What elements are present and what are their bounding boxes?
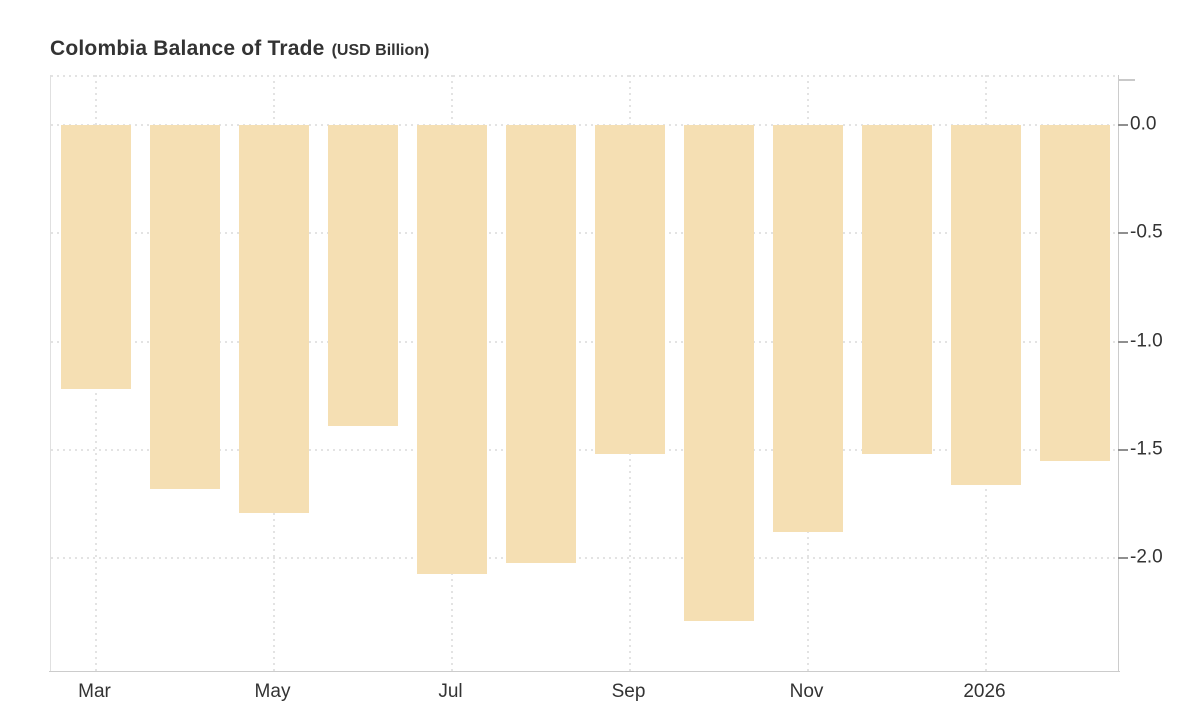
bar-oct — [684, 125, 754, 621]
x-tick-label: Sep — [611, 681, 646, 702]
chart-header: Colombia Balance of Trade (USD Billion) — [50, 37, 429, 61]
bar-feb — [1040, 125, 1110, 461]
y-tick-label: -0.5 — [1130, 221, 1163, 243]
x-tick-label: Jul — [438, 681, 463, 702]
bar-aug — [506, 125, 576, 563]
bar-sep — [595, 125, 665, 454]
chart-title: Colombia Balance of Trade — [50, 37, 325, 60]
y-grid-line — [51, 557, 1119, 560]
bar-jan — [951, 125, 1021, 485]
y-tick-mark — [1118, 123, 1128, 126]
x-axis-line — [49, 671, 1120, 672]
axis-top-tick — [1119, 79, 1135, 81]
bar-jun — [328, 125, 398, 426]
y-grid-line — [51, 123, 1119, 126]
bar-jul — [417, 125, 487, 574]
y-tick-label: -1.0 — [1130, 329, 1163, 351]
y-tick-label: 0.0 — [1130, 113, 1157, 135]
plot-top-border — [51, 75, 1119, 77]
chart-unit-label: (USD Billion) — [331, 42, 430, 59]
bar-nov — [773, 125, 843, 532]
y-grid-line — [51, 232, 1119, 235]
bar-may — [239, 125, 309, 513]
y-tick-mark — [1118, 448, 1128, 451]
y-axis-line — [1118, 75, 1119, 672]
y-grid-line — [51, 340, 1119, 343]
bar-apr — [150, 125, 220, 489]
x-tick-label: 2026 — [963, 681, 1006, 702]
plot-area — [50, 75, 1119, 671]
y-tick-mark — [1118, 232, 1128, 235]
y-tick-label: -2.0 — [1130, 546, 1163, 568]
x-tick-label: Nov — [789, 681, 824, 702]
x-tick-label: Mar — [78, 681, 111, 702]
y-tick-mark — [1118, 557, 1128, 560]
bar-dec — [862, 125, 932, 454]
x-tick-label: May — [254, 681, 291, 702]
y-tick-mark — [1118, 340, 1128, 343]
bar-mar — [61, 125, 131, 389]
y-grid-line — [51, 448, 1119, 451]
y-tick-label: -1.5 — [1130, 438, 1163, 460]
